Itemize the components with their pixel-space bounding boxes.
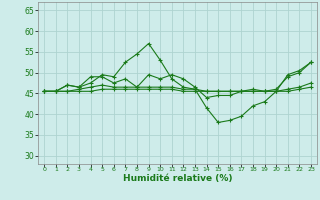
X-axis label: Humidité relative (%): Humidité relative (%) <box>123 174 232 183</box>
